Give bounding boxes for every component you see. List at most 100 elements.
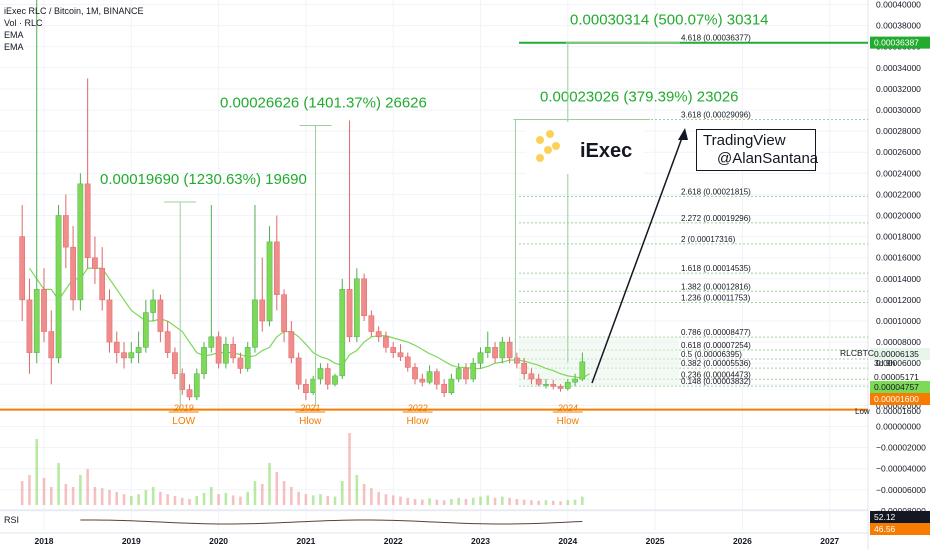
volume-bar: [159, 491, 162, 505]
volume-bar: [49, 487, 53, 505]
volume-bar: [486, 495, 490, 505]
candle-body: [295, 357, 302, 385]
candle-body: [579, 361, 586, 380]
candle-body: [164, 331, 171, 353]
volume-bar: [370, 488, 373, 505]
candle-body: [375, 331, 382, 338]
candle-body: [157, 299, 164, 332]
volume-bar: [551, 500, 555, 505]
volume-bar: [508, 497, 511, 505]
y-axis-tick-label: 0.00024000: [876, 168, 921, 178]
candle-body: [179, 373, 186, 390]
y-axis-tick-label: 0.00020000: [876, 211, 921, 221]
watermark-box: TradingView @AlanSantana: [696, 129, 818, 171]
price-label-fib-top: 0.00036387: [874, 38, 919, 48]
volume-bar: [355, 475, 359, 505]
candle-body: [506, 341, 513, 359]
volume-bar: [93, 487, 97, 505]
candle-body: [84, 183, 91, 258]
volume-bar: [137, 494, 140, 505]
candle-body: [252, 299, 258, 348]
candle-body: [353, 278, 360, 338]
volume-bar: [130, 496, 133, 505]
candle-body: [339, 289, 346, 377]
candle-body: [128, 352, 135, 359]
x-axis-tick-label: 2022: [384, 536, 403, 546]
volume-bar: [326, 496, 330, 505]
candle-body: [441, 384, 447, 393]
candle-body: [48, 331, 55, 359]
volume-bar: [108, 490, 111, 505]
x-axis-tick-label: 2024: [558, 536, 577, 546]
candle-body: [368, 315, 375, 332]
fib-level-label: 3.618 (0.00029096): [681, 111, 751, 120]
volume-bar: [57, 463, 60, 505]
volume-bar: [166, 494, 169, 505]
fib-level-label: 0.618 (0.00007254): [681, 341, 751, 350]
candle-body: [150, 299, 156, 313]
low-value-label: 0.00001600: [876, 406, 921, 416]
volume-bar: [173, 496, 177, 505]
candle-body: [33, 289, 40, 353]
candle-body: [121, 352, 127, 359]
volume-bar: [457, 497, 460, 505]
volume-bar: [362, 484, 366, 505]
candle-body: [244, 347, 251, 369]
y-axis-tick-label: 0.00040000: [876, 0, 921, 10]
fib-level-label: 2.618 (0.00021815): [681, 187, 751, 196]
rsi-last-label-bg: [870, 511, 930, 523]
volume-bar: [530, 500, 533, 505]
y-axis-tick-label: −0.00006000: [876, 485, 926, 495]
y-axis-tick-label: 0.00000000: [876, 422, 921, 432]
volume-bar: [28, 475, 31, 505]
indicator-volume: Vol · RLC: [4, 18, 43, 28]
volume-bar: [71, 487, 75, 505]
indicator-ema-1: EMA: [4, 30, 24, 40]
range-annotation-label: 0.00026626 (1401.37%) 26626: [220, 95, 427, 112]
fib-level-label: 0.236 (0.00004473): [681, 370, 751, 379]
volume-bar: [413, 499, 417, 505]
projection-arrow: [591, 134, 684, 384]
volume-bar: [377, 491, 380, 505]
volume-bar: [217, 494, 220, 505]
year-label: 2021: [299, 403, 320, 413]
volume-bar: [202, 493, 206, 505]
candle-body: [266, 241, 273, 322]
low-kind-label: Hlow: [299, 416, 322, 427]
fib-level-label: 1.618 (0.00014535): [681, 264, 751, 273]
candle-body: [26, 299, 33, 353]
x-axis-tick-label: 2021: [296, 536, 315, 546]
fib-level-label: 0.382 (0.00005536): [681, 359, 751, 368]
volume-bar: [399, 496, 402, 505]
volume-bar: [471, 497, 475, 505]
candle-body: [535, 378, 542, 385]
candle-body: [303, 384, 309, 393]
y-axis-tick-label: 0.00008000: [876, 337, 921, 347]
indicator-ema-2: EMA: [4, 42, 24, 52]
candle-body: [143, 312, 149, 348]
candle-body: [448, 378, 455, 393]
price-label-countdown: 3d 9h: [874, 358, 896, 368]
candle-body: [215, 336, 222, 364]
candle-body: [106, 299, 113, 343]
x-axis-tick-label: 2019: [122, 536, 141, 546]
y-axis-tick-label: 0.00006000: [876, 358, 921, 368]
candle-body: [463, 368, 469, 380]
volume-bar: [479, 496, 482, 505]
volume-bar: [35, 439, 39, 505]
candle-body: [528, 373, 535, 380]
rsi-last-label: 52.12: [874, 512, 896, 522]
price-label-support: 0.00001600: [874, 394, 919, 404]
rsi-prev-label: 46.56: [874, 524, 896, 534]
y-axis-tick-label: 0.00002000: [876, 400, 921, 410]
volume-bar: [290, 487, 293, 505]
volume-bar: [115, 491, 119, 505]
candle-body: [484, 347, 491, 353]
candle-body: [201, 347, 207, 374]
candle-body: [383, 336, 389, 348]
candle-body: [193, 373, 200, 398]
volume-bar: [348, 433, 351, 505]
volume-bar: [144, 490, 148, 505]
